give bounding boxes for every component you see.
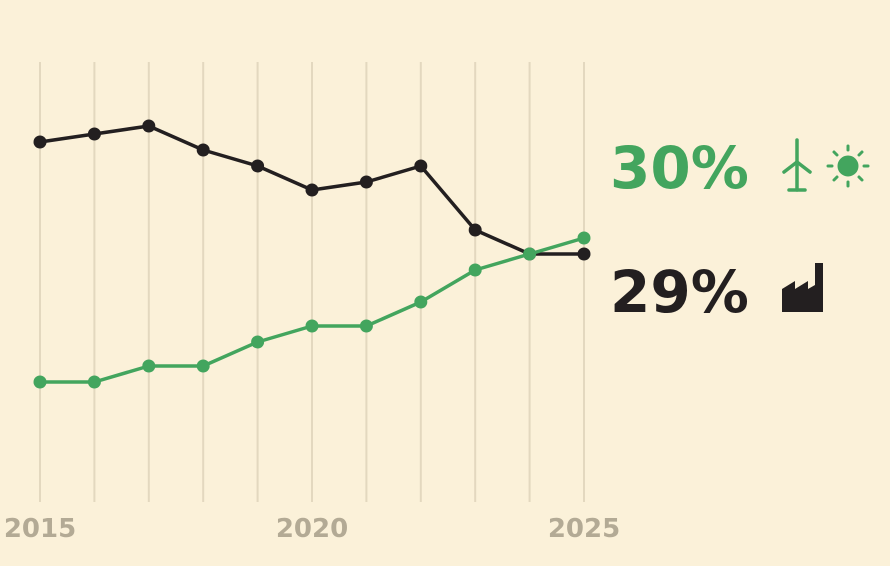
fossil-share-label: 29% (610, 258, 749, 326)
fossil-point-2015 (33, 135, 47, 149)
x-axis-ticks: 2015 2020 2025 (4, 514, 620, 544)
renewable-point-2016 (87, 375, 101, 389)
fossil-point-2019 (251, 159, 265, 173)
renewable-share-label: 30% (610, 134, 749, 202)
renewable-point-2025 (577, 231, 591, 245)
fossil-point-2018 (196, 143, 210, 157)
fossil-point-2023 (468, 223, 482, 237)
renewable-point-2023 (468, 263, 482, 277)
renewable-point-2024 (523, 247, 537, 261)
fossil-point-2022 (414, 159, 428, 173)
sun-icon (826, 144, 870, 188)
factory-icon (782, 263, 823, 312)
renewable-point-2017 (142, 359, 156, 373)
wind-turbine-icon (782, 138, 812, 192)
x-tick-label-2025: 2025 (548, 514, 620, 544)
series-lines (33, 119, 591, 389)
renewable-point-2015 (33, 375, 47, 389)
fossil-point-2025 (577, 247, 591, 261)
renewable-point-2021 (359, 319, 373, 333)
renewable-point-2022 (414, 295, 428, 309)
fossil-point-2017 (142, 119, 156, 133)
fossil-point-2020 (305, 183, 319, 197)
renewable-point-2020 (305, 319, 319, 333)
x-tick-label-2020: 2020 (276, 514, 348, 544)
grid-lines (39, 62, 585, 502)
renewable-annotation: 30% (610, 134, 870, 202)
fossil-point-2021 (359, 175, 373, 189)
renewable-point-2018 (196, 359, 210, 373)
renewable-point-2019 (251, 335, 265, 349)
x-tick-label-2015: 2015 (4, 514, 76, 544)
fossil-annotation: 29% (610, 258, 823, 326)
fossil-point-2016 (87, 127, 101, 141)
